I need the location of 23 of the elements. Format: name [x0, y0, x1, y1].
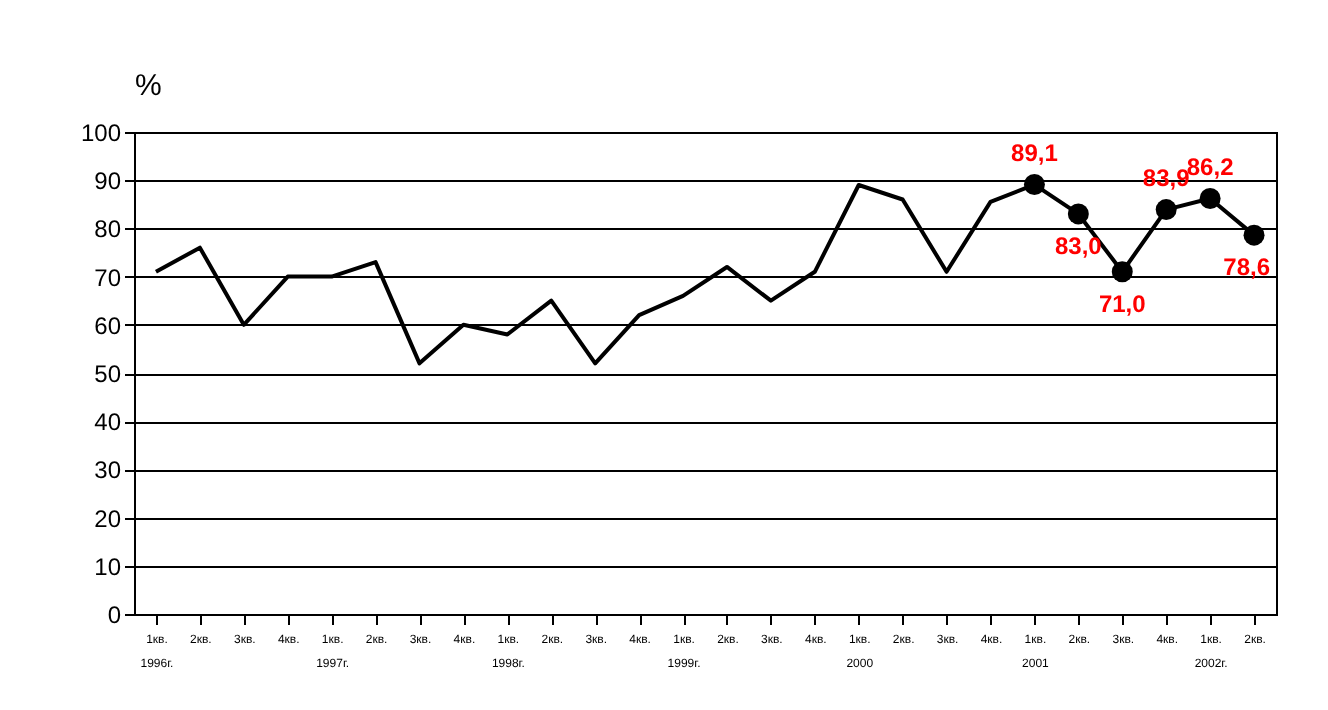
- y-tick-label: 60: [94, 311, 122, 340]
- point: [1199, 188, 1221, 209]
- point: [1067, 203, 1089, 225]
- y-tick-label: 20: [94, 504, 122, 533]
- y-tick-label: 70: [94, 263, 122, 292]
- y-tick-label: 30: [94, 456, 122, 485]
- y-tick-label: 0: [107, 601, 122, 629]
- y-tick-label: 90: [94, 167, 122, 196]
- data-label: 71,0: [1098, 289, 1147, 318]
- y-axis-title: %: [135, 69, 162, 103]
- y-tick-label: 80: [94, 215, 122, 244]
- data-label: 83,0: [1054, 231, 1103, 260]
- data-label: 86,2: [1186, 152, 1235, 181]
- data-label: 89,1: [1011, 138, 1059, 167]
- y-tick-label: 50: [94, 360, 122, 388]
- y-tick-label: 10: [94, 552, 122, 581]
- point: [1023, 174, 1045, 196]
- data-label: 78,6: [1223, 253, 1271, 282]
- point: [1155, 199, 1177, 221]
- point: [1243, 224, 1265, 246]
- y-tick-label: 40: [94, 408, 122, 437]
- point: [1111, 261, 1133, 283]
- y-tick-label: 100: [80, 119, 122, 147]
